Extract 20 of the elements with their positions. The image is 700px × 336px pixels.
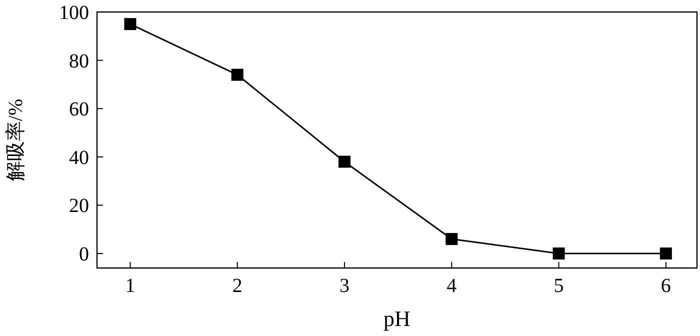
y-tick-label: 40 [69,146,89,169]
point [231,68,244,81]
point [338,156,350,168]
y-tick-label: 0 [79,244,89,266]
y-tick-label: 60 [69,98,89,121]
x-tick-label: 4 [446,275,457,297]
x-tick-label: 3 [340,275,350,297]
point [124,18,136,30]
x-axis-title: pH [384,306,411,331]
point [446,233,458,246]
x-tick-label: 1 [125,275,136,297]
y-tick-label: 20 [69,195,89,218]
x-tick-label: 2 [232,275,242,297]
x-tick-label: 6 [660,275,671,297]
y-tick-label: 100 [59,2,89,24]
point [660,248,672,260]
x-tick-label: 5 [554,275,564,297]
y-axis-title: 解吸率/% [5,98,27,182]
point [552,248,565,260]
y-tick-label: 80 [69,50,89,72]
